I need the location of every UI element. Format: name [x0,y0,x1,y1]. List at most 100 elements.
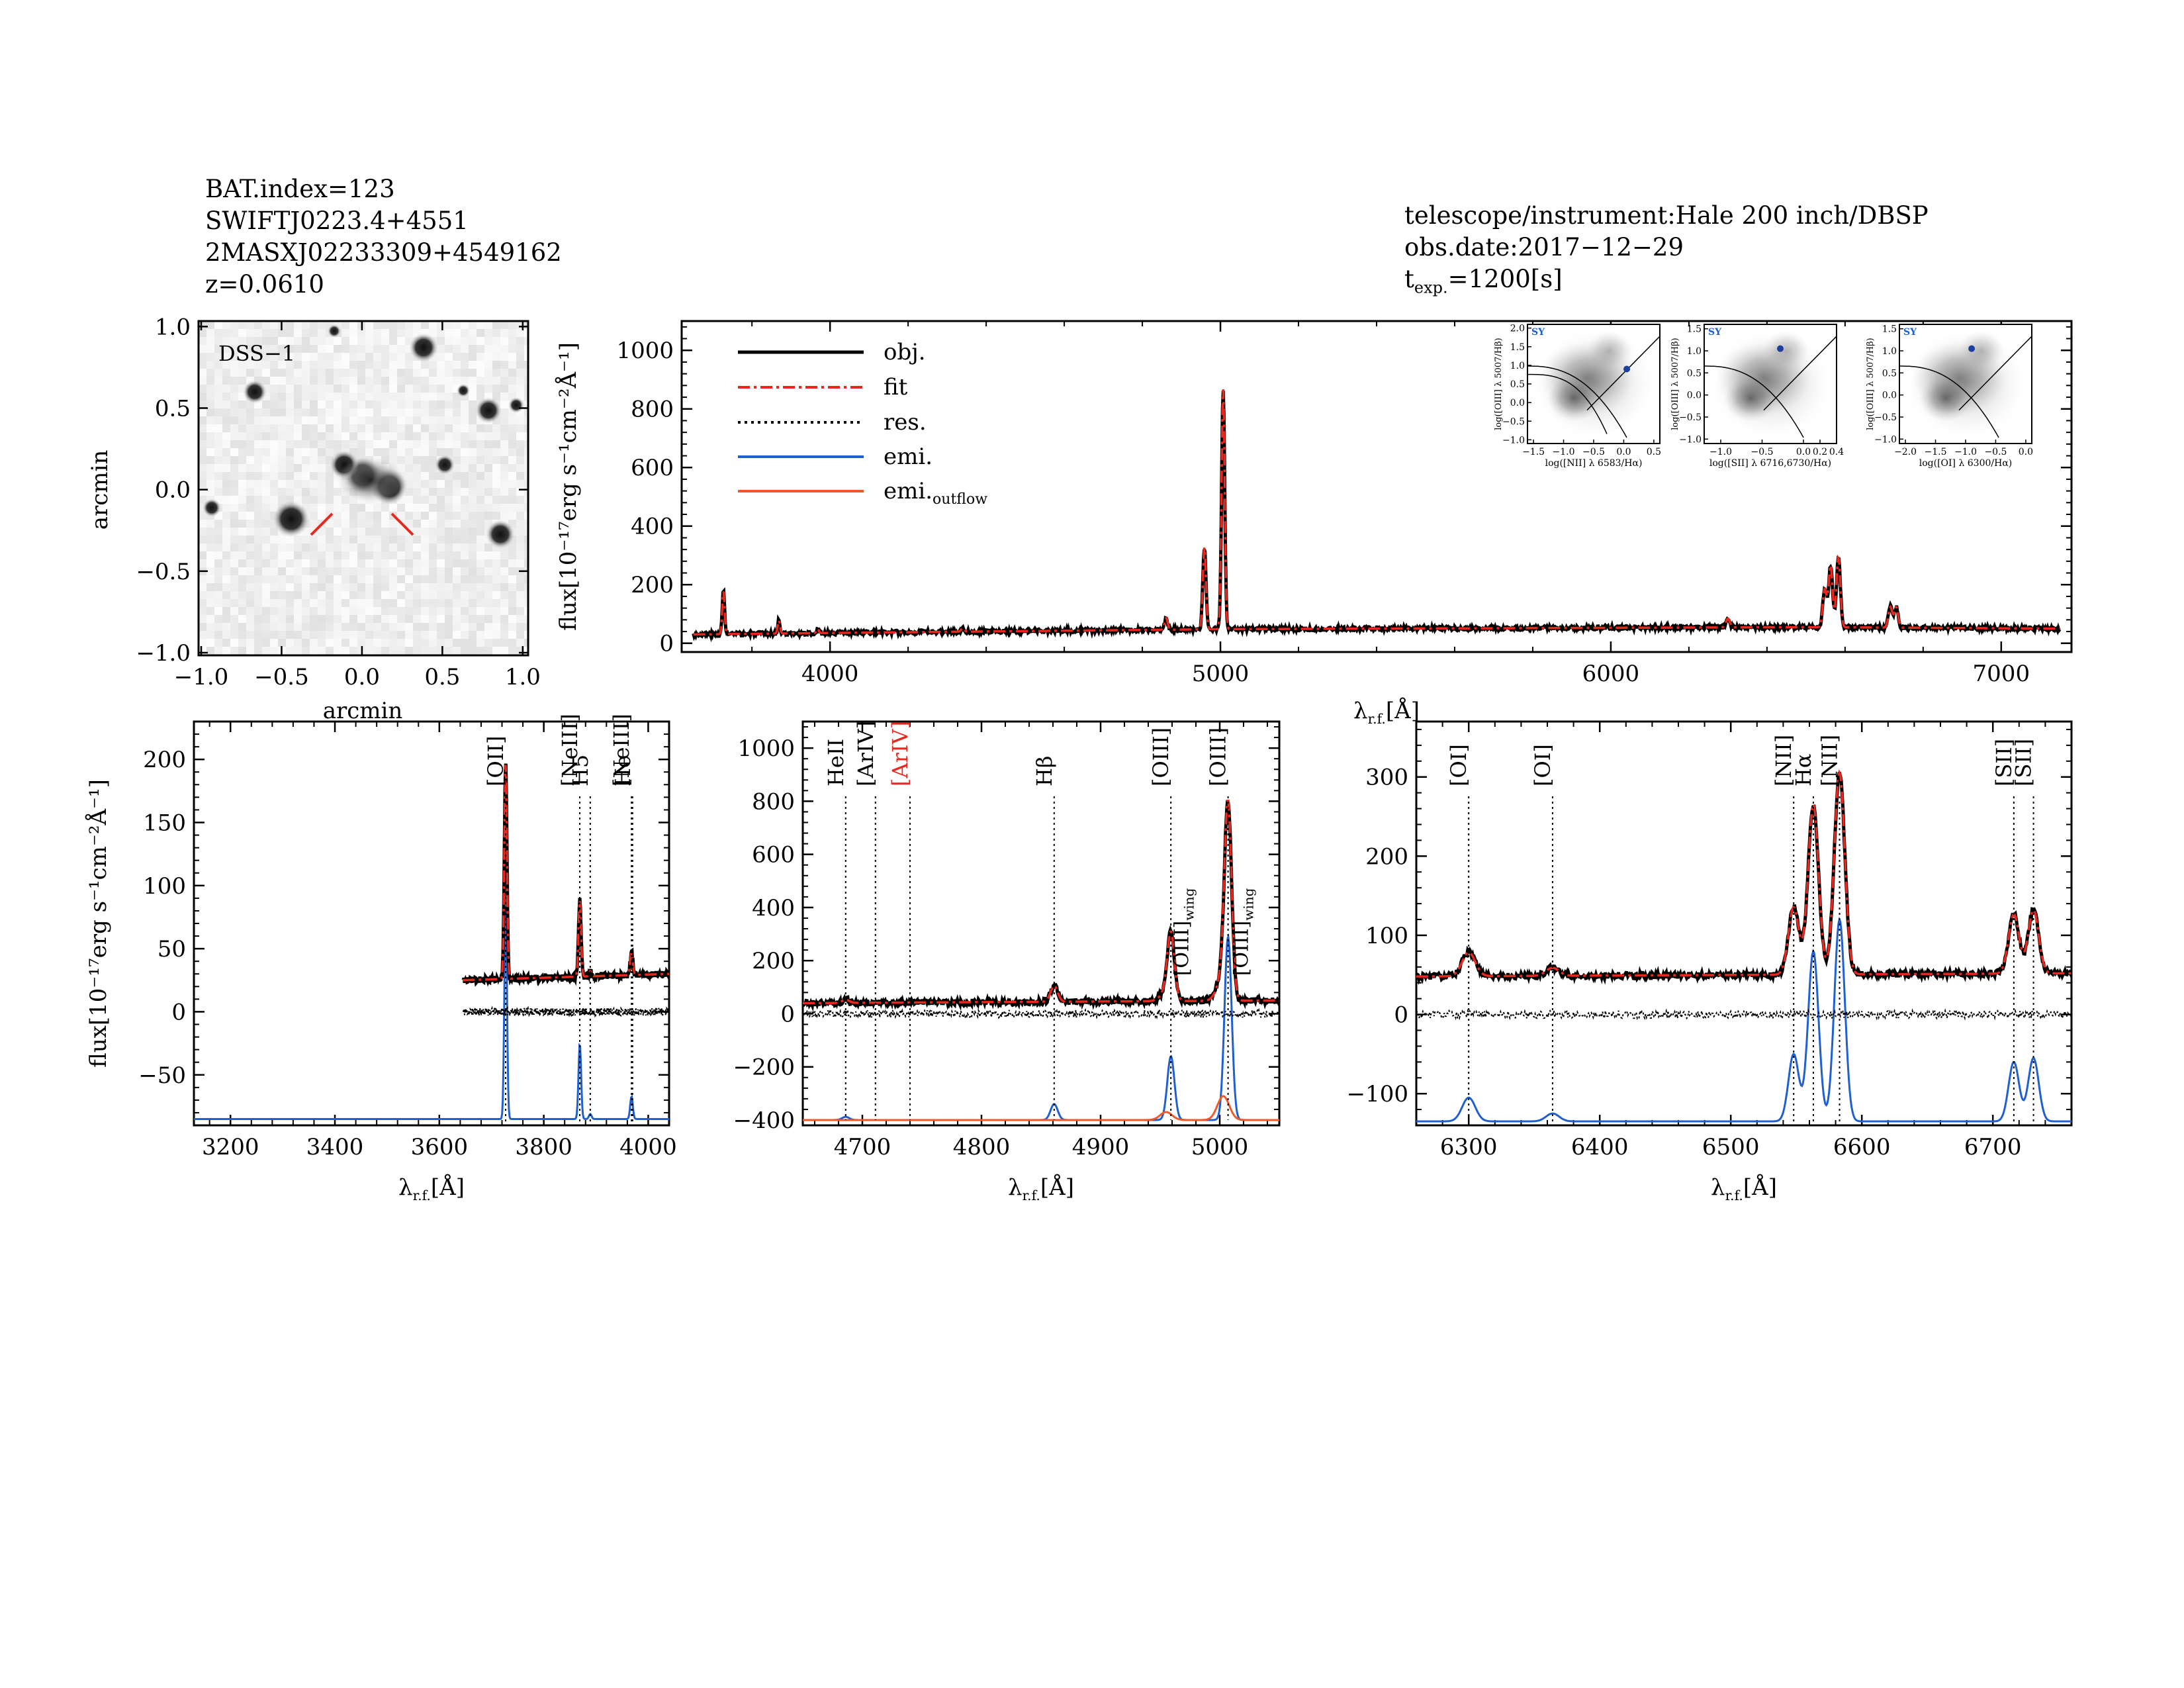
image-xtick-label: 0.0 [344,664,380,690]
ha-xlabel: λr.f.[Å] [1711,1174,1777,1203]
image-pixel [500,464,508,472]
image-pixel [286,345,294,353]
image-pixel [254,456,262,464]
image-pixel [238,623,246,631]
image-pixel [421,528,429,536]
image-pixel [381,432,389,440]
bpt-nii: SY−1.5 −1.0 −0.5 0.0 0.5−1.0−0.50.00.51.01.5… [1494,324,1661,469]
image-pixel [286,400,294,408]
image-pixel [389,591,397,599]
image-pixel [405,520,413,528]
image-pixel [349,567,357,575]
image-pixel [199,377,206,385]
image-pixel [373,615,381,623]
image-pixel [222,623,230,631]
image-pixel [357,408,365,416]
image-pixel [206,567,214,575]
image-pixel [429,393,437,400]
image-pixel [318,464,326,472]
image-pixel [373,512,381,520]
image-pixel [238,377,246,385]
bpt-ytick-label: −0.5 [1679,412,1702,423]
image-pixel [437,488,445,496]
bpt-ytick-label: 0.0 [1882,391,1897,401]
image-pixel [397,583,405,591]
image-pixel [278,599,286,607]
image-pixel [500,321,508,329]
image-pixel [318,543,326,551]
image-pixel [286,551,294,559]
image-pixel [405,456,413,464]
image-pixel [429,424,437,432]
image-pixel [492,329,500,337]
image-pixel [238,329,246,337]
image-pixel [381,321,389,329]
image-pixel [262,353,270,361]
image-pixel [326,377,334,385]
image-pixel [389,321,397,329]
image-pixel [199,329,206,337]
image-pixel [500,551,508,559]
oii-axes-frame [193,720,670,1127]
image-pixel [294,369,302,377]
image-pixel [254,528,262,536]
image-star [243,380,267,404]
image-pixel [357,369,365,377]
image-pixel [349,639,357,647]
image-pixel [254,488,262,496]
image-pixel [222,408,230,416]
ha-xtick-label: 6700 [1964,1134,2022,1160]
image-pixel [492,623,500,631]
image-pixel [421,480,429,488]
ha-residual-line [1416,1008,2071,1021]
image-pixel [270,456,278,464]
image-pixel [397,512,405,520]
oii-fit-line [463,765,669,982]
image-pixel [310,488,318,496]
image-pixel [349,615,357,623]
image-pixel [302,408,310,416]
image-pixel [302,464,310,472]
image-pixel [357,599,365,607]
image-pixel [477,583,484,591]
image-pixel [373,393,381,400]
image-pixel [262,472,270,480]
image-pixel [199,456,206,464]
image-pixel [461,599,469,607]
image-pixel [214,424,222,432]
image-pixel [294,583,302,591]
image-pixel [469,408,477,416]
image-pixel [365,512,373,520]
image-pixel [469,416,477,424]
image-pixel [349,361,357,369]
dss-label: DSS−1 [218,341,295,366]
image-pixel [334,504,341,512]
image-pixel [365,631,373,639]
bpt-diagrams: SY−1.5 −1.0 −0.5 0.0 0.5−1.0−0.50.00.51.01.5… [1494,324,2033,469]
image-pixel [278,432,286,440]
image-pixel [516,551,524,559]
image-pixel [508,329,516,337]
hb-xtick-label: 4900 [1072,1134,1130,1160]
image-pixel [453,496,461,504]
image-pixel [437,567,445,575]
bpt-ytick-label: 0.5 [1510,379,1525,390]
image-pixel [445,377,453,385]
image-pixel [294,361,302,369]
image-pixel [270,536,278,543]
ha-ytick-label: 200 [1365,843,1408,870]
image-pixel [477,631,484,639]
image-pixel [214,361,222,369]
image-pixel [222,472,230,480]
image-pixel [318,440,326,448]
image-pixel [500,504,508,512]
image-pixel [461,520,469,528]
hb-emission-line [803,933,1279,1121]
image-pixel [222,353,230,361]
image-pixel [500,361,508,369]
image-pixel [318,369,326,377]
image-pixel [222,361,230,369]
image-pixel [214,400,222,408]
image-pixel [318,448,326,456]
image-pixel [365,377,373,385]
